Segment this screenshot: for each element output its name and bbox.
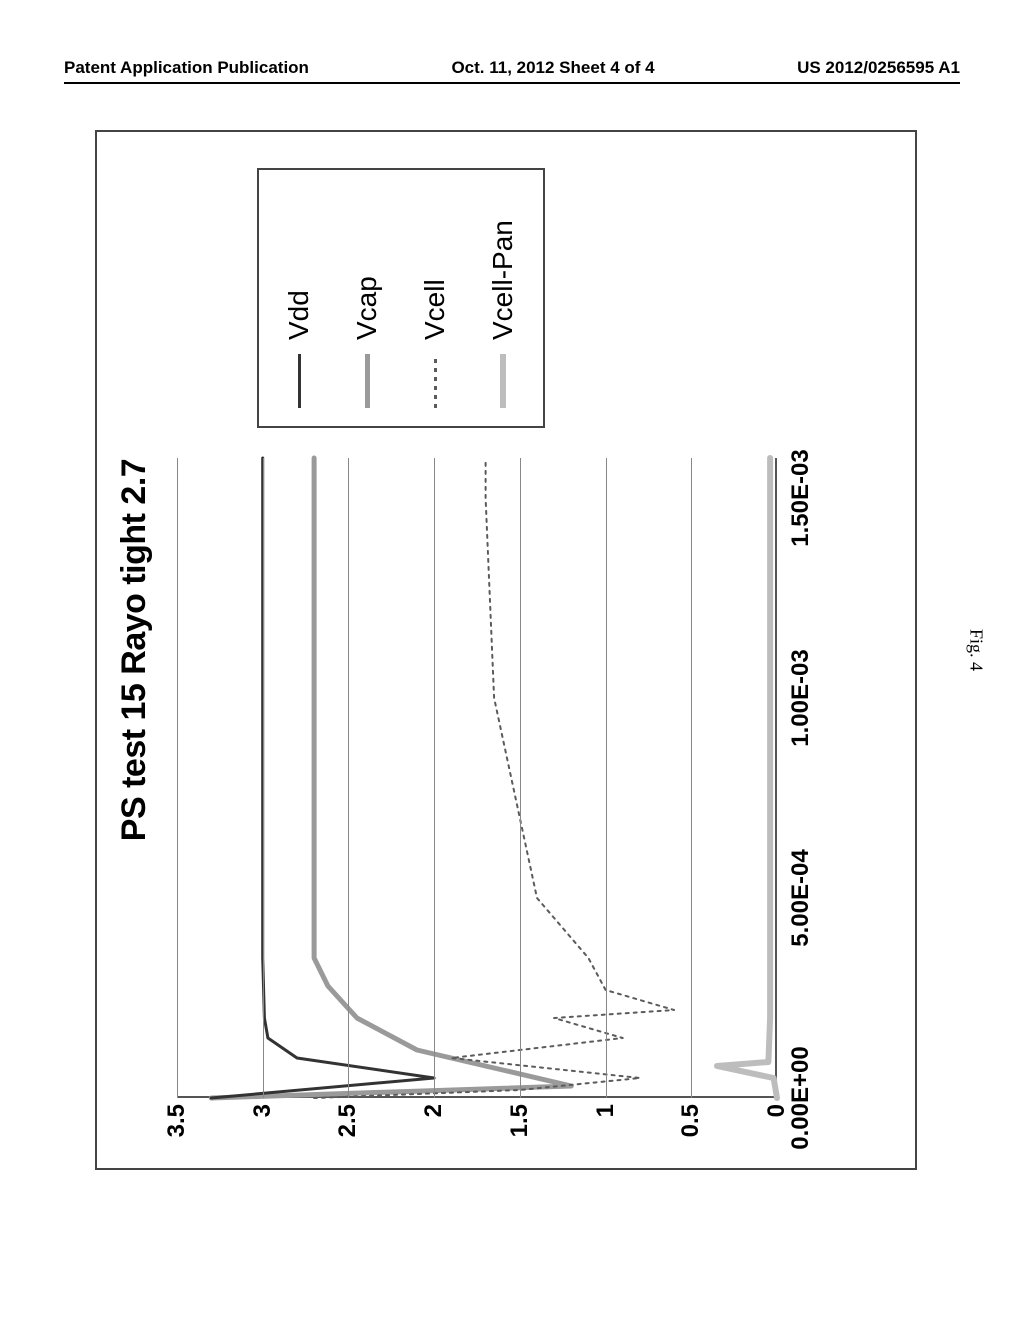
chart-lines <box>177 458 777 1098</box>
legend-label: Vcap <box>351 276 383 340</box>
gridline-h <box>434 458 435 1098</box>
legend-item-vcell-pan: Vcell-Pan <box>487 188 519 408</box>
y-tick-label: 3.5 <box>163 1104 191 1137</box>
legend-label: Vcell-Pan <box>487 220 519 340</box>
legend-swatch <box>500 354 506 408</box>
figure-block: PS test 15 Rayo tight 2.7 00.511.522.533… <box>95 130 917 1170</box>
x-tick-label: 5.00E-04 <box>787 849 815 946</box>
figure-caption-text: Fig. 4 <box>966 629 986 671</box>
x-tick-label: 1.00E-03 <box>787 649 815 746</box>
legend-item-vdd: Vdd <box>283 188 315 408</box>
gridline-h <box>177 458 178 1098</box>
chart-legend: Vdd Vcap Vcell Vcell-Pan <box>257 168 545 428</box>
legend-swatch <box>365 354 370 408</box>
y-tick-label: 1 <box>592 1104 620 1117</box>
gridline-h <box>606 458 607 1098</box>
legend-swatch <box>298 354 301 408</box>
legend-item-vcell: Vcell <box>419 188 451 408</box>
header-rule <box>64 82 960 84</box>
gridline-h <box>520 458 521 1098</box>
y-tick-label: 1.5 <box>506 1104 534 1137</box>
x-tick-label: 1.50E-03 <box>787 449 815 546</box>
legend-label: Vcell <box>419 279 451 340</box>
y-tick-label: 2 <box>420 1104 448 1117</box>
legend-item-vcap: Vcap <box>351 188 383 408</box>
header-right: US 2012/0256595 A1 <box>797 58 960 78</box>
gridline-h <box>691 458 692 1098</box>
figure-caption: Fig. 4 <box>965 629 986 671</box>
chart-card: PS test 15 Rayo tight 2.7 00.511.522.533… <box>95 130 917 1170</box>
series-line-vdd <box>211 458 434 1098</box>
gridline-h <box>348 458 349 1098</box>
y-tick-label: 0.5 <box>677 1104 705 1137</box>
gridline-h <box>263 458 264 1098</box>
chart-title: PS test 15 Rayo tight 2.7 <box>115 132 154 1168</box>
series-line-vcell-pan <box>717 458 777 1098</box>
header-left: Patent Application Publication <box>64 58 309 78</box>
series-line-vcell <box>314 458 674 1098</box>
y-tick-label: 2.5 <box>334 1104 362 1137</box>
x-tick-label: 0.00E+00 <box>787 1046 815 1149</box>
page-header: Patent Application Publication Oct. 11, … <box>0 58 1024 78</box>
legend-label: Vdd <box>283 290 315 340</box>
y-tick-label: 3 <box>249 1104 277 1117</box>
chart-plot-area: 00.511.522.533.50.00E+005.00E-041.00E-03… <box>177 458 777 1098</box>
legend-swatch <box>434 354 437 408</box>
header-center: Oct. 11, 2012 Sheet 4 of 4 <box>451 58 654 78</box>
